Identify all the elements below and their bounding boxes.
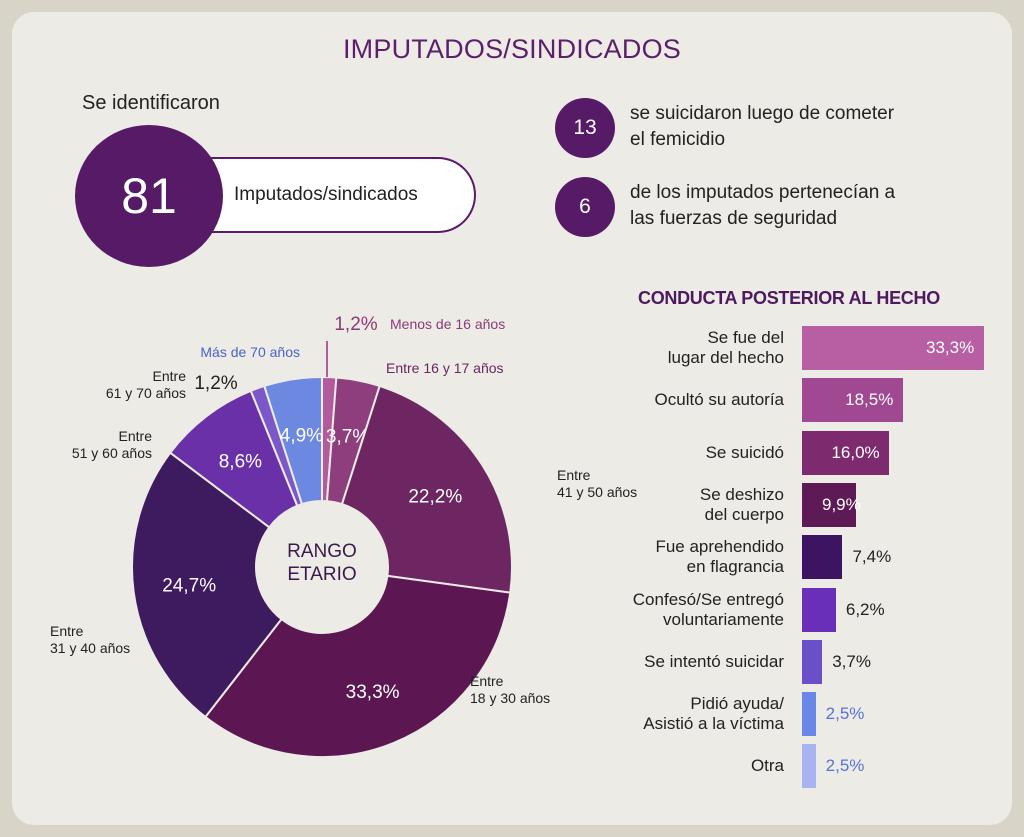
bar-category-label: Fue aprehendido en flagrancia bbox=[574, 537, 784, 577]
fact-text-line: se suicidaron luego de cometer bbox=[630, 103, 895, 124]
fact-text-line: el femicidio bbox=[630, 129, 726, 150]
donut-slice bbox=[340, 384, 513, 594]
bar-category-label: Ocultó su autoría bbox=[574, 390, 784, 410]
slice-category-label: 31 y 40 años bbox=[50, 640, 130, 656]
slice-category-label: Entre bbox=[557, 467, 591, 483]
conduct-bar bbox=[802, 639, 823, 684]
fact-text-line: las fuerzas de seguridad bbox=[630, 208, 838, 229]
conduct-bar bbox=[802, 692, 816, 737]
bar-value-label: 7,4% bbox=[852, 547, 892, 567]
count-label: Imputados/sindicados bbox=[234, 184, 418, 205]
bar-value-label: 2,5% bbox=[825, 704, 865, 724]
slice-value-label: 8,6% bbox=[219, 452, 262, 473]
bar-value-label: 16,0% bbox=[831, 442, 880, 462]
conduct-bar bbox=[802, 744, 816, 789]
slice-category-label: Entre bbox=[470, 673, 504, 689]
bar-category-label: Confesó/Se entregó voluntariamente bbox=[574, 590, 784, 630]
bar-category-line: Se fue del bbox=[707, 328, 784, 347]
bar-chart-title: CONDUCTA POSTERIOR AL HECHO bbox=[638, 288, 940, 308]
bar-category-label: Se suicidó bbox=[574, 443, 784, 463]
fact-number-suicides: 13 bbox=[555, 98, 615, 158]
identified-intro: Se identificaron bbox=[82, 92, 220, 114]
slice-category-label: Más de 70 años bbox=[200, 344, 300, 360]
bar-category-line: Fue aprehendido bbox=[655, 537, 784, 557]
bar-category-line: Pidió ayuda/ bbox=[690, 694, 784, 714]
bar-category-line: Se deshizo bbox=[699, 484, 784, 504]
slice-value-label: 1,2% bbox=[194, 373, 237, 394]
fact-text-suicides: se suicidaron luego de cometer el femici… bbox=[630, 101, 894, 153]
donut-center-label: RANGO bbox=[287, 541, 357, 562]
bar-value-label: 6,2% bbox=[845, 599, 885, 619]
bar-category-line: lugar del hecho bbox=[667, 348, 784, 367]
slice-category-label: 61 y 70 años bbox=[106, 385, 186, 401]
page-title: IMPUTADOS/SINDICADOS bbox=[342, 34, 682, 64]
donut-slice bbox=[203, 574, 512, 758]
bar-category-label: Se deshizo del cuerpo bbox=[574, 485, 784, 525]
slice-category-label: Entre bbox=[153, 368, 187, 384]
conduct-bar bbox=[802, 587, 836, 632]
slice-category-label: 41 y 50 años bbox=[557, 484, 637, 500]
conduct-bar bbox=[802, 535, 843, 580]
bar-value-label: 2,5% bbox=[825, 756, 865, 776]
bar-category-label: Otra bbox=[574, 756, 784, 776]
bar-category-line: Ocultó su autoría bbox=[654, 390, 784, 410]
bar-category-line: del cuerpo bbox=[704, 504, 784, 524]
donut-center-label: ETARIO bbox=[287, 564, 356, 585]
bar-category-line: Otra bbox=[750, 756, 784, 776]
count-pill bbox=[172, 157, 476, 233]
bar-category-line: Se suicidó bbox=[705, 442, 784, 462]
conduct-bar bbox=[802, 378, 904, 423]
donut-slice bbox=[263, 375, 323, 506]
bar-value-label: 33,3% bbox=[926, 338, 975, 357]
slice-category-label: Entre bbox=[119, 428, 153, 444]
bar-category-label: Se intentó suicidar bbox=[574, 652, 784, 672]
bar-category-line: Se intentó suicidar bbox=[644, 651, 784, 671]
conduct-bar bbox=[802, 430, 890, 475]
fact-number-security: 6 bbox=[555, 177, 615, 237]
slice-value-label: 3,7% bbox=[326, 426, 369, 447]
slice-value-label: 24,7% bbox=[162, 576, 216, 597]
slice-value-label: 33,3% bbox=[346, 682, 400, 703]
slice-value-label: 1,2% bbox=[334, 314, 377, 335]
bar-category-line: voluntariamente bbox=[663, 609, 784, 629]
slice-category-label: Entre 16 y 17 años bbox=[386, 360, 504, 376]
fact-text-line: de los imputados pertenecían a bbox=[630, 182, 896, 203]
bar-category-line: Asistió a la víctima bbox=[643, 714, 784, 734]
fact-text-security: de los imputados pertenecían a las fuerz… bbox=[630, 180, 895, 232]
slice-category-label: 18 y 30 años bbox=[470, 690, 550, 706]
slice-category-label: 51 y 60 años bbox=[72, 445, 152, 461]
bar-value-label: 9,9% bbox=[822, 494, 861, 514]
conduct-bar bbox=[802, 482, 857, 527]
bar-category-label: Pidió ayuda/Asistió a la víctima bbox=[574, 694, 784, 734]
slice-value-label: 4,9% bbox=[280, 426, 323, 447]
bar-value-label: 3,7% bbox=[832, 651, 871, 671]
slice-category-label: Entre bbox=[50, 623, 84, 639]
bar-category-line: Confesó/Se entregó bbox=[632, 589, 784, 609]
slice-category-label: Menos de 16 años bbox=[390, 316, 505, 332]
bar-value-label: 18,5% bbox=[845, 390, 894, 410]
conduct-bar bbox=[802, 326, 984, 370]
bar-category-label: Se fue del lugar del hecho bbox=[574, 328, 784, 368]
count-circle: 81 bbox=[75, 125, 223, 267]
donut-slice bbox=[131, 451, 283, 719]
slice-value-label: 22,2% bbox=[408, 486, 462, 507]
bar-category-line: en flagrancia bbox=[686, 557, 784, 577]
